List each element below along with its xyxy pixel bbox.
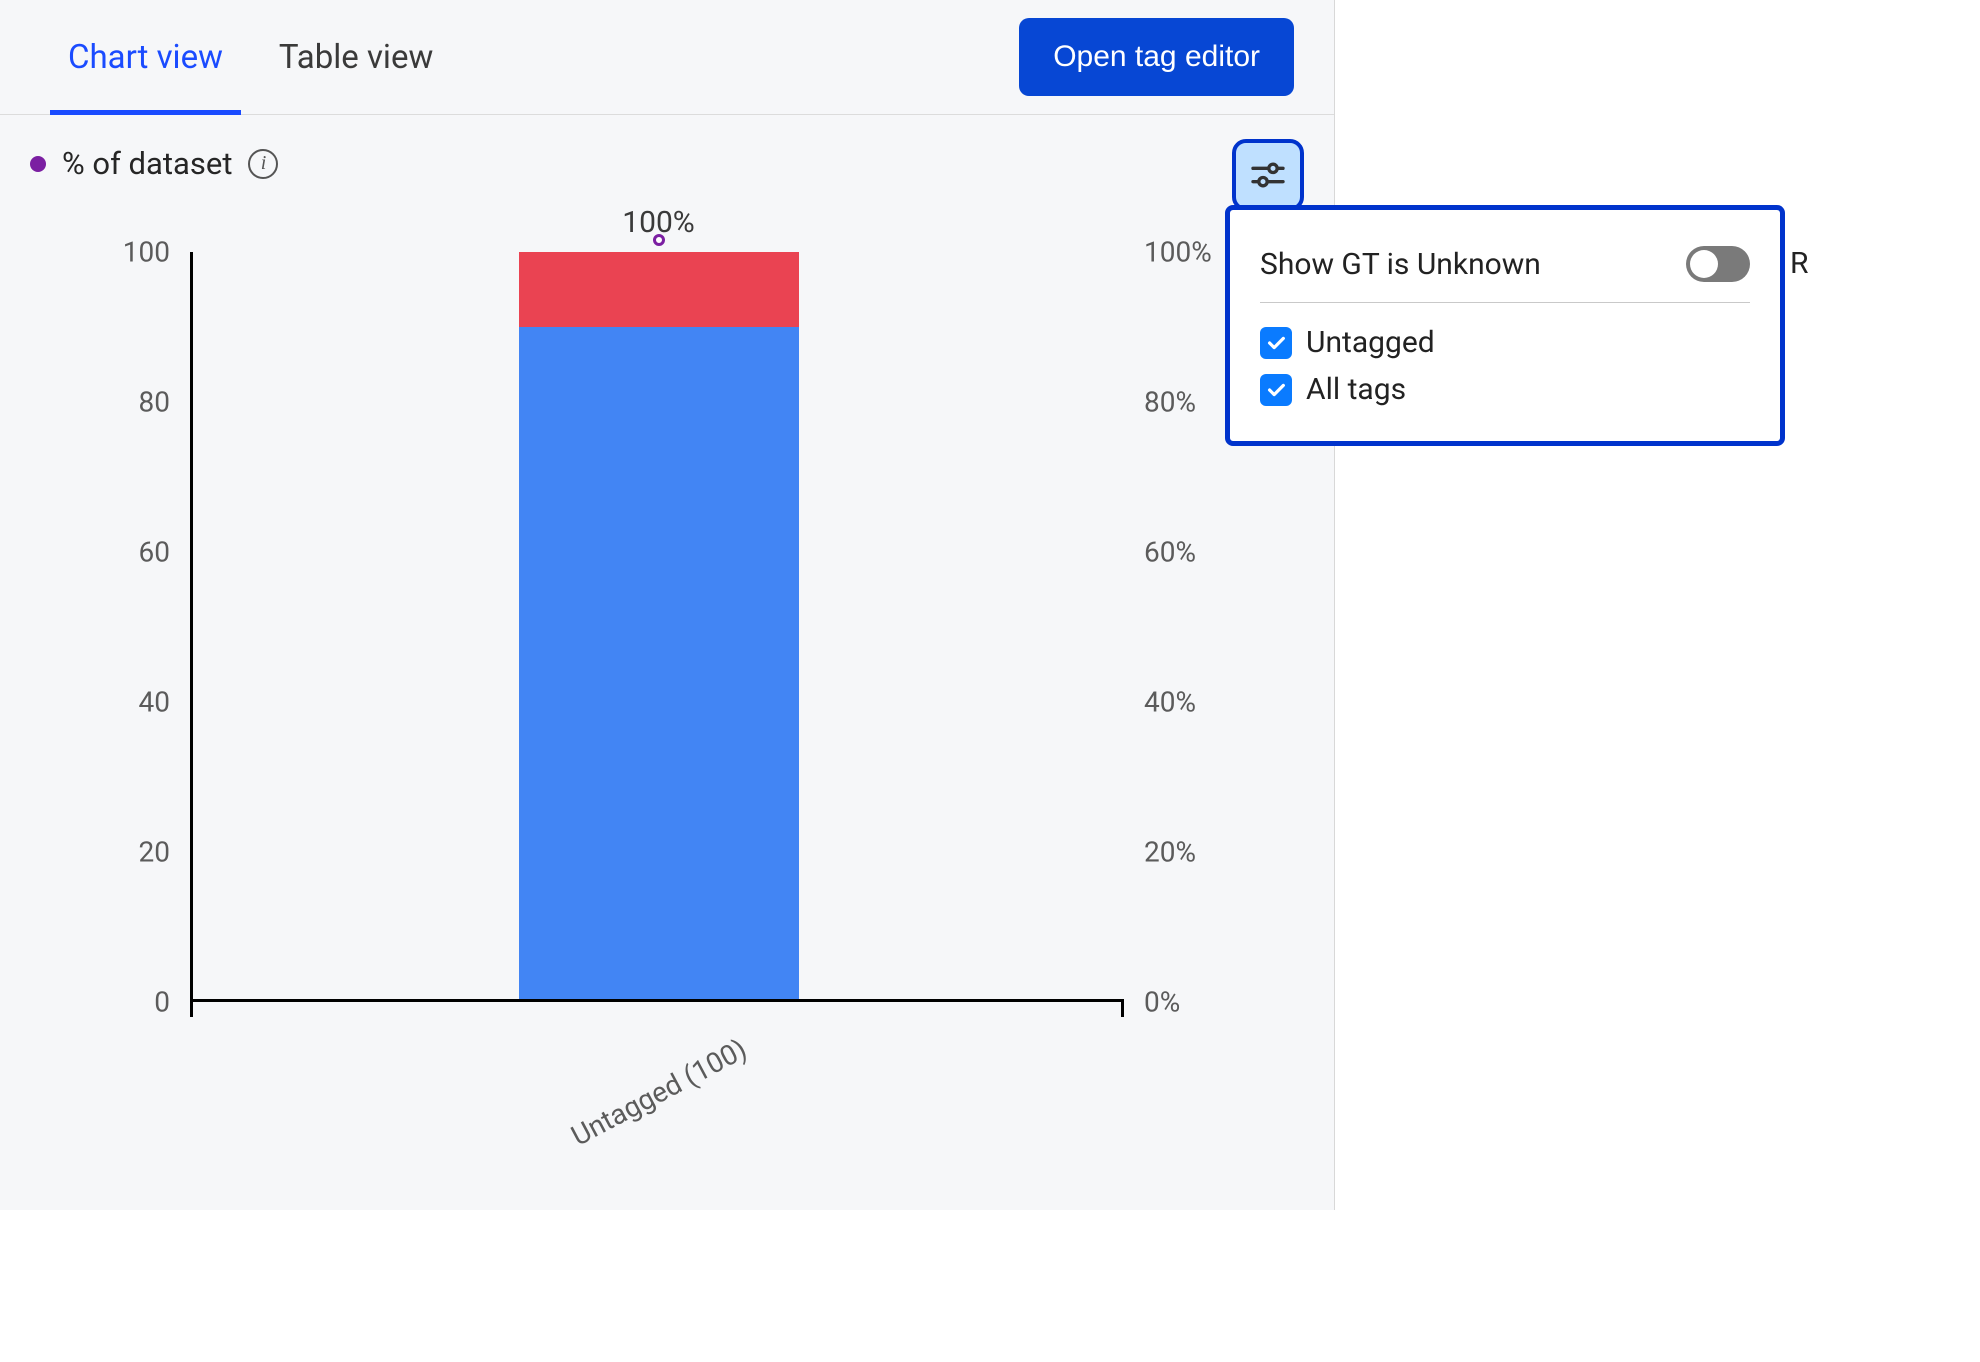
y-left-tick: 40	[139, 686, 170, 719]
legend-dot-icon	[30, 156, 46, 172]
filter-popover: Show GT is Unknown Untagged All tags	[1225, 205, 1785, 446]
y-left-tick: 0	[154, 986, 170, 1019]
y-right-tick: 0%	[1144, 986, 1180, 1019]
y-axis-left: 020406080100	[60, 252, 190, 1002]
bar-group: 100%Untagged (100)	[519, 252, 799, 999]
x-axis-label: Untagged (100)	[565, 1032, 751, 1152]
tab-table-view[interactable]: Table view	[251, 0, 461, 114]
y-right-tick: 80%	[1144, 386, 1196, 419]
filter-checkbox[interactable]	[1260, 374, 1292, 406]
tab-bar: Chart view Table view Open tag editor	[0, 0, 1334, 115]
y-right-tick: 40%	[1144, 686, 1196, 719]
y-left-tick: 60	[139, 536, 170, 569]
y-right-tick: 100%	[1144, 236, 1212, 269]
filter-checkbox-label: All tags	[1306, 372, 1406, 407]
sliders-icon	[1248, 155, 1288, 195]
open-tag-editor-button[interactable]: Open tag editor	[1019, 18, 1294, 96]
y-left-tick: 80	[139, 386, 170, 419]
clipped-text: R	[1790, 246, 1809, 281]
filter-checkbox-row: Untagged	[1260, 319, 1750, 366]
chart-area: 020406080100 0%20%40%60%80%100% 100%Unta…	[60, 252, 1274, 1132]
y-right-tick: 20%	[1144, 836, 1196, 869]
main-panel: Chart view Table view Open tag editor % …	[0, 0, 1335, 1210]
bar-segment	[519, 252, 799, 327]
show-gt-unknown-toggle[interactable]	[1686, 246, 1750, 282]
tab-chart-view[interactable]: Chart view	[40, 0, 251, 114]
legend-row: % of dataset i	[0, 115, 1334, 192]
toggle-label: Show GT is Unknown	[1260, 247, 1541, 282]
filter-checkbox-label: Untagged	[1306, 325, 1435, 360]
bar-marker-icon	[653, 234, 665, 246]
chart-settings-button[interactable]	[1232, 139, 1304, 211]
bar-segment	[519, 327, 799, 999]
info-icon[interactable]: i	[248, 149, 278, 179]
legend-label: % of dataset	[62, 145, 232, 182]
chart-plot: 100%Untagged (100)	[190, 252, 1124, 1002]
popover-toggle-row: Show GT is Unknown	[1260, 238, 1750, 303]
filter-checkbox[interactable]	[1260, 327, 1292, 359]
y-left-tick: 100	[123, 236, 170, 269]
y-left-tick: 20	[139, 836, 170, 869]
y-right-tick: 60%	[1144, 536, 1196, 569]
filter-checkbox-row: All tags	[1260, 366, 1750, 413]
check-icon	[1265, 379, 1287, 401]
check-icon	[1265, 332, 1287, 354]
